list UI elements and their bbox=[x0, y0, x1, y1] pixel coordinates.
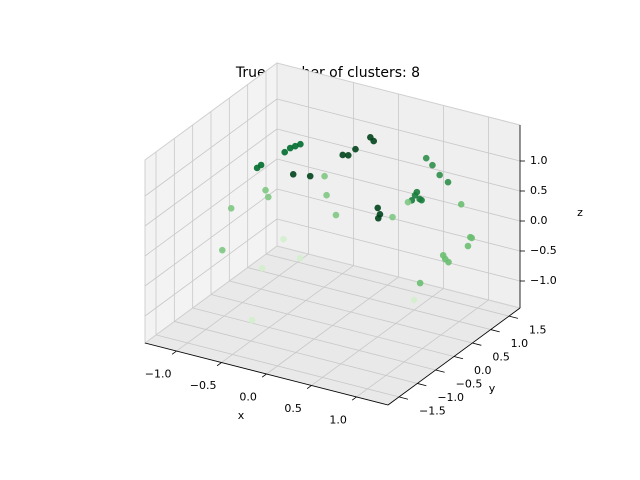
ticks: −1.0−0.50.00.51.0−1.5−1.0−0.50.00.51.01.… bbox=[145, 125, 557, 426]
point bbox=[345, 152, 352, 159]
point bbox=[321, 172, 328, 180]
point bbox=[436, 171, 443, 179]
panes bbox=[143, 62, 522, 406]
point bbox=[374, 204, 382, 212]
grid-line bbox=[247, 267, 491, 330]
y-tick-label: −1.5 bbox=[419, 405, 446, 418]
point bbox=[258, 264, 266, 272]
grid-line bbox=[276, 158, 521, 222]
point bbox=[389, 213, 396, 221]
point bbox=[332, 211, 340, 219]
y-tick bbox=[508, 315, 519, 319]
x-tick-label: 0.0 bbox=[239, 390, 257, 403]
grid-line bbox=[276, 218, 521, 282]
point bbox=[444, 178, 452, 186]
grid-line bbox=[155, 334, 400, 398]
z-tick-label: −0.5 bbox=[530, 244, 557, 257]
point bbox=[352, 145, 359, 153]
point bbox=[262, 186, 269, 194]
point bbox=[418, 196, 425, 204]
x-tick-label: −1.0 bbox=[145, 368, 172, 381]
grid-line bbox=[144, 158, 278, 257]
grid bbox=[144, 71, 521, 398]
grid-line bbox=[276, 128, 521, 192]
x-tick-label: 1.0 bbox=[329, 413, 347, 426]
grid-line bbox=[265, 253, 510, 317]
grid-line bbox=[276, 98, 521, 162]
x-tick bbox=[261, 373, 267, 378]
point bbox=[323, 191, 330, 199]
grid-line bbox=[192, 307, 436, 371]
y-tick bbox=[453, 356, 464, 360]
grid-line bbox=[144, 218, 278, 317]
grid-line bbox=[276, 188, 521, 252]
point bbox=[286, 144, 294, 152]
y-tick-label: −1.0 bbox=[437, 391, 464, 404]
point bbox=[464, 242, 472, 250]
y-tick bbox=[398, 396, 409, 400]
z-tick-label: −1.0 bbox=[530, 274, 557, 287]
x-tick-label: −0.5 bbox=[190, 379, 217, 392]
point bbox=[410, 296, 418, 304]
point bbox=[374, 214, 382, 222]
point bbox=[296, 254, 304, 262]
z-axis-label: z bbox=[577, 206, 583, 219]
grid-line bbox=[174, 321, 418, 384]
grid-line bbox=[144, 98, 278, 197]
y-axis-label: y bbox=[489, 382, 496, 395]
grid-line bbox=[210, 294, 455, 357]
point bbox=[297, 140, 304, 148]
point bbox=[292, 142, 299, 150]
point bbox=[411, 191, 419, 199]
point bbox=[445, 258, 452, 266]
x-axis-label: x bbox=[238, 409, 245, 422]
point bbox=[370, 137, 378, 145]
point bbox=[227, 204, 235, 212]
point bbox=[289, 171, 297, 178]
point bbox=[219, 246, 226, 254]
point bbox=[339, 151, 347, 159]
grid-line bbox=[229, 280, 473, 344]
y-tick bbox=[472, 342, 482, 346]
y-tick bbox=[435, 369, 445, 373]
y-tick-label: −0.5 bbox=[456, 378, 483, 391]
grid-line bbox=[144, 188, 278, 287]
point bbox=[416, 279, 424, 287]
x-tick bbox=[351, 396, 357, 401]
point bbox=[429, 161, 436, 169]
point bbox=[253, 164, 261, 172]
y-tick bbox=[490, 329, 500, 333]
point bbox=[306, 172, 314, 180]
y-tick-label: 1.0 bbox=[511, 337, 528, 350]
y-tick-label: 1.5 bbox=[529, 324, 547, 337]
point bbox=[280, 235, 287, 243]
grid-line bbox=[144, 128, 278, 227]
y-tick-label: 0.5 bbox=[492, 351, 510, 364]
x-tick bbox=[216, 362, 222, 367]
x-tick-label: 0.5 bbox=[284, 402, 302, 415]
point bbox=[468, 234, 476, 242]
point bbox=[422, 154, 430, 162]
point bbox=[457, 201, 465, 208]
x-tick bbox=[171, 350, 177, 355]
y-tick-label: 0.0 bbox=[474, 364, 492, 377]
point bbox=[265, 193, 272, 201]
point bbox=[248, 316, 256, 324]
z-tick-label: 0.0 bbox=[530, 214, 548, 227]
point bbox=[404, 198, 412, 206]
y-tick bbox=[417, 383, 427, 387]
z-tick-label: 0.5 bbox=[530, 184, 548, 197]
x-tick bbox=[306, 385, 312, 390]
points bbox=[219, 134, 476, 324]
point bbox=[281, 148, 289, 156]
z-tick-label: 1.0 bbox=[530, 154, 548, 167]
